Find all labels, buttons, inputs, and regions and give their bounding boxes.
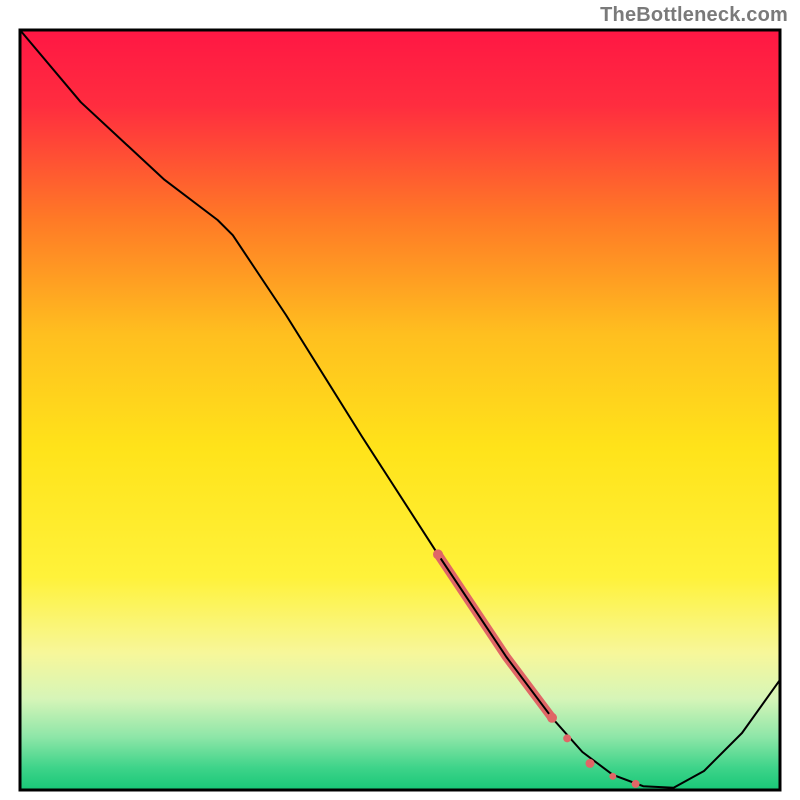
curve-marker xyxy=(547,713,557,723)
curve-marker xyxy=(632,780,640,788)
curve-marker xyxy=(609,773,616,780)
chart-svg xyxy=(0,0,800,800)
chart-background xyxy=(20,30,780,790)
curve-marker xyxy=(586,759,595,768)
curve-marker xyxy=(563,734,571,742)
watermark-text: TheBottleneck.com xyxy=(600,4,788,27)
chart-stage: TheBottleneck.com xyxy=(0,0,800,800)
curve-marker xyxy=(433,549,443,559)
